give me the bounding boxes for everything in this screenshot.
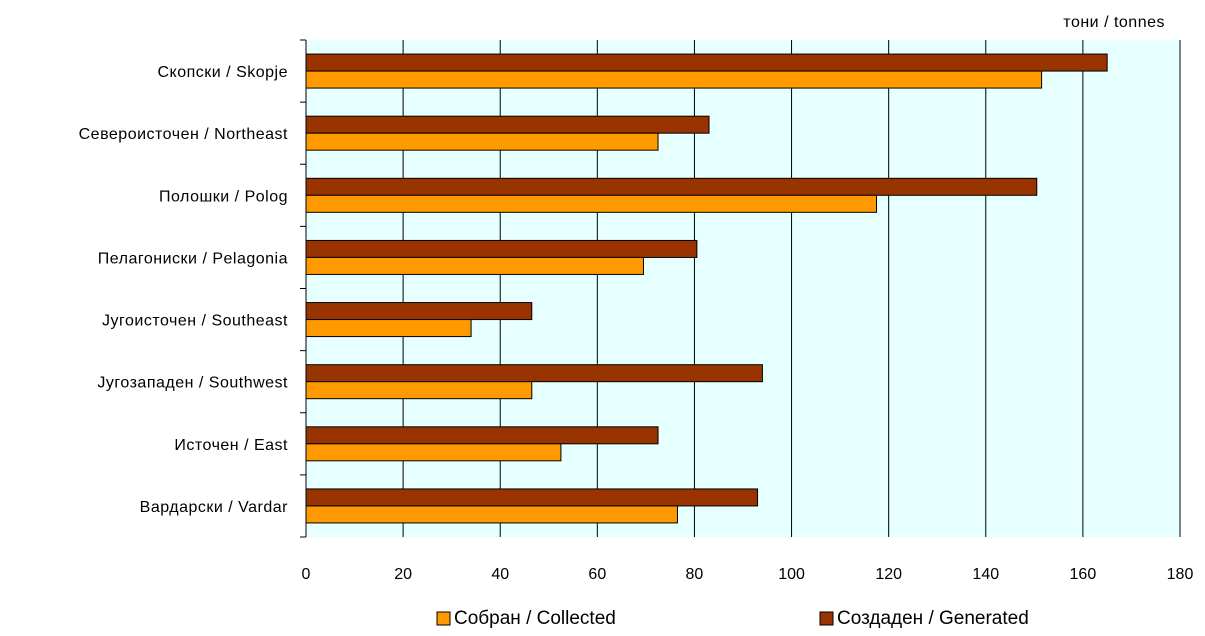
- category-label: Југозападен / Southwest: [97, 375, 288, 392]
- x-tick-label: 120: [875, 566, 902, 583]
- x-tick-label: 20: [394, 566, 412, 583]
- category-label: Вардарски / Vardar: [140, 499, 289, 516]
- x-tick-label: 140: [972, 566, 999, 583]
- category-label: Пелагониски / Pelagonia: [98, 250, 288, 267]
- legend-label: Создаден / Generated: [837, 608, 1029, 629]
- bar: Југозападен / Southwest — Создаден / Gen…: [305, 364, 763, 383]
- bar: Североисточен / Northeast — Создаден / G…: [305, 115, 710, 134]
- bar: Источен / East — Создаден / Generated: 7…: [305, 426, 659, 445]
- bar: Вардарски / Vardar — Создаден / Generate…: [305, 488, 759, 507]
- category-label: Североисточен / Northeast: [79, 126, 288, 143]
- x-tick-label: 80: [686, 566, 704, 583]
- x-tick-label: 100: [778, 566, 805, 583]
- bar: Пелагониски / Pelagonia — Создаден / Gen…: [305, 239, 698, 258]
- bar: Вардарски / Vardar — Собран / Collected:…: [305, 505, 678, 524]
- bar: Југоисточен / Southeast — Создаден / Gen…: [305, 302, 533, 321]
- category-label: Југоисточен / Southeast: [102, 313, 288, 330]
- legend-swatch: [436, 611, 451, 626]
- legend-swatch: [819, 611, 834, 626]
- x-tick-label: 160: [1070, 566, 1097, 583]
- bar: Југозападен / Southwest — Собран / Colle…: [305, 381, 533, 400]
- x-tick-label: 40: [491, 566, 509, 583]
- x-tick-label: 180: [1167, 566, 1194, 583]
- category-label: Источен / East: [174, 437, 288, 454]
- category-label: Скопски / Skopje: [158, 64, 289, 81]
- bar: Полошки / Polog — Собран / Collected: 11…: [305, 194, 878, 213]
- bar: Скопски / Skopje — Собран / Collected: 1…: [305, 70, 1043, 89]
- category-labels: Скопски / Skopje Североисточен / Northeas…: [79, 64, 289, 516]
- plot-area: [306, 40, 1180, 537]
- bar: Источен / East — Собран / Collected: 52.…: [305, 443, 562, 462]
- bar: Пелагониски / Pelagonia — Собран / Colle…: [305, 256, 644, 275]
- x-tick-label: 60: [588, 566, 606, 583]
- x-tick-label: 0: [302, 566, 311, 583]
- category-label: Полошки / Polog: [159, 188, 288, 205]
- x-tick-labels: 0 20 40 60 80 100 120 140 160 180: [302, 566, 1194, 583]
- bar: Североисточен / Northeast — Собран / Col…: [305, 132, 659, 151]
- bar: Скопски / Skopje — Создаден / Generated:…: [305, 53, 1108, 72]
- unit-label: тони / tonnes: [1063, 14, 1165, 31]
- legend: Собран / Collected Создаден / Generated: [436, 608, 1029, 629]
- bar: Југоисточен / Southeast — Собран / Colle…: [305, 319, 472, 338]
- legend-label: Собран / Collected: [454, 608, 616, 629]
- bar: Полошки / Polog — Создаден / Generated: …: [305, 177, 1038, 196]
